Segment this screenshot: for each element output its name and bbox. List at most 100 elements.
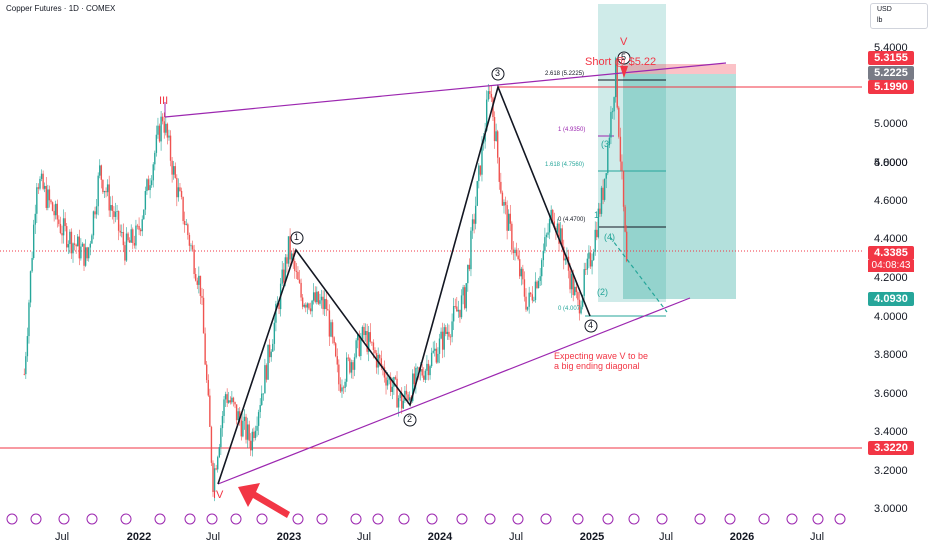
event-icon[interactable] bbox=[484, 513, 496, 525]
event-icon[interactable] bbox=[834, 513, 846, 525]
event-icon[interactable] bbox=[120, 513, 132, 525]
candle-body bbox=[382, 366, 384, 368]
event-icon[interactable] bbox=[456, 513, 468, 525]
event-icon[interactable] bbox=[656, 513, 668, 525]
candle-body bbox=[150, 180, 153, 186]
candle-body bbox=[275, 303, 277, 323]
candle-body bbox=[552, 209, 554, 222]
event-icon[interactable] bbox=[206, 513, 218, 525]
candle-body bbox=[251, 431, 254, 451]
event-icon[interactable] bbox=[372, 513, 384, 525]
candle-body bbox=[50, 200, 52, 203]
candle-body bbox=[493, 117, 496, 142]
event-icon[interactable] bbox=[256, 513, 268, 525]
wave-5-marker bbox=[617, 51, 631, 65]
unit-toggle[interactable]: USD lb bbox=[870, 3, 928, 29]
candle-body bbox=[95, 206, 98, 215]
candle-body bbox=[69, 231, 71, 245]
candle-body bbox=[117, 211, 120, 231]
event-icon[interactable] bbox=[350, 513, 362, 525]
candle-body bbox=[56, 203, 58, 220]
candle-body bbox=[316, 291, 318, 303]
event-icon[interactable] bbox=[758, 513, 770, 525]
candle-body bbox=[267, 344, 269, 380]
expectation-line-1: Expecting wave V to be bbox=[554, 351, 649, 361]
candle-body bbox=[336, 356, 338, 365]
event-icon[interactable] bbox=[292, 513, 304, 525]
projection-dashed bbox=[609, 236, 668, 313]
wave-iii-label: III bbox=[159, 95, 169, 107]
candle-body bbox=[500, 181, 502, 193]
event-icon[interactable] bbox=[786, 513, 798, 525]
candle-body bbox=[149, 185, 151, 191]
event-icon[interactable] bbox=[540, 513, 552, 525]
event-icon[interactable] bbox=[628, 513, 640, 525]
event-icon[interactable] bbox=[230, 513, 242, 525]
candle-body bbox=[327, 309, 329, 311]
candle-body bbox=[169, 135, 172, 161]
candle-body bbox=[172, 166, 175, 175]
event-icon[interactable] bbox=[812, 513, 824, 525]
candle-body bbox=[314, 292, 316, 303]
event-icon[interactable] bbox=[602, 513, 614, 525]
candle-body bbox=[166, 123, 169, 138]
candle-body bbox=[165, 123, 167, 133]
short-label: Short @ $5.22 bbox=[585, 56, 657, 68]
candle-body bbox=[199, 275, 202, 297]
event-icon[interactable] bbox=[184, 513, 196, 525]
candle-body bbox=[287, 236, 290, 264]
event-icon[interactable] bbox=[6, 513, 18, 525]
fib-1-label: 1 (4.9350) bbox=[558, 127, 586, 133]
candle-body bbox=[26, 336, 29, 357]
candle-body bbox=[240, 420, 243, 437]
candle-body bbox=[213, 468, 216, 493]
candle-body bbox=[581, 295, 584, 307]
candle-body bbox=[262, 393, 265, 395]
candle-body bbox=[542, 250, 545, 261]
candle-body bbox=[371, 341, 373, 343]
candle-body bbox=[349, 358, 351, 373]
candle-body bbox=[31, 258, 33, 272]
event-icon[interactable] bbox=[30, 513, 42, 525]
candle-body bbox=[599, 208, 601, 214]
target-zone bbox=[598, 4, 666, 302]
candle-body bbox=[622, 170, 625, 207]
wave-1-label: 1 bbox=[294, 232, 300, 242]
wave-v-label: V bbox=[620, 36, 628, 48]
event-icon[interactable] bbox=[58, 513, 70, 525]
short-target-zone bbox=[623, 74, 736, 299]
candle-body bbox=[163, 121, 165, 133]
candle-body bbox=[608, 137, 611, 146]
event-icon[interactable] bbox=[512, 513, 524, 525]
candle-body bbox=[138, 226, 140, 230]
candle-body bbox=[580, 306, 582, 314]
event-icon[interactable] bbox=[426, 513, 438, 525]
event-icon[interactable] bbox=[154, 513, 166, 525]
candle-body bbox=[585, 269, 587, 270]
candle-body bbox=[561, 228, 563, 247]
candle-body bbox=[446, 331, 449, 334]
event-icon[interactable] bbox=[724, 513, 736, 525]
candle-body bbox=[374, 350, 376, 354]
candle-body bbox=[136, 225, 139, 227]
candle-body bbox=[391, 386, 394, 393]
candle-body bbox=[243, 416, 246, 421]
currency-label: USD bbox=[877, 6, 892, 13]
candle-body bbox=[415, 367, 417, 385]
candle-body bbox=[232, 397, 235, 403]
candle-body bbox=[218, 447, 220, 458]
candle-body bbox=[448, 331, 450, 337]
event-icon[interactable] bbox=[398, 513, 410, 525]
candle-body bbox=[419, 369, 422, 372]
event-icons[interactable] bbox=[6, 513, 846, 525]
event-icon[interactable] bbox=[572, 513, 584, 525]
event-icon[interactable] bbox=[316, 513, 328, 525]
candle-body bbox=[613, 97, 615, 112]
event-icon[interactable] bbox=[694, 513, 706, 525]
event-icon[interactable] bbox=[86, 513, 98, 525]
candle-body bbox=[432, 350, 434, 353]
candle-body bbox=[193, 249, 195, 275]
expectation-line-2: a big ending diagonal bbox=[554, 361, 640, 371]
fib-0-bottom-label: 0 (4.007) bbox=[558, 306, 583, 312]
